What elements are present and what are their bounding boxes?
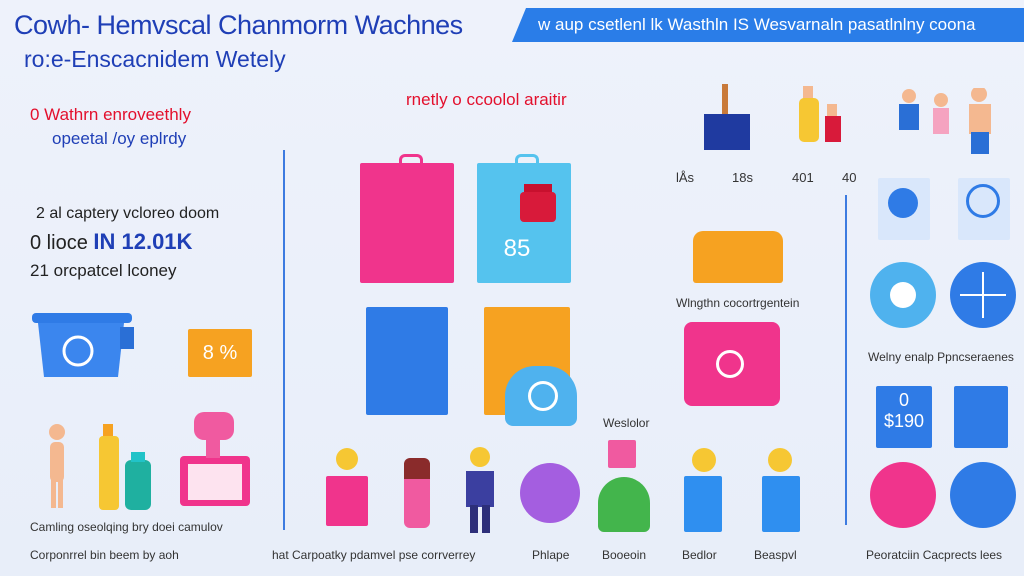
left-blue-line: opeetal /oy eplrdy bbox=[52, 129, 187, 148]
person-icon bbox=[49, 424, 65, 508]
businessman-icon bbox=[466, 447, 494, 533]
disc-center bbox=[890, 282, 916, 308]
blue-stand bbox=[684, 476, 722, 532]
percent-badge: 8 % bbox=[188, 329, 252, 377]
stat-line-2-value: IN 12.01K bbox=[93, 229, 193, 254]
orange-basket bbox=[693, 231, 783, 283]
price-tile: 0 $190 bbox=[876, 386, 932, 448]
washing-basin-icon bbox=[32, 313, 134, 377]
blue-disc-3 bbox=[950, 462, 1016, 528]
washer-drum-icon bbox=[888, 188, 918, 218]
blue-bag bbox=[477, 163, 571, 283]
footer-item-1: hat Carpoatky pdamvel pse corrverrey bbox=[272, 548, 476, 562]
family-icon bbox=[899, 88, 991, 154]
footer-item-2: Phlape bbox=[532, 548, 570, 562]
washing-machine-icon bbox=[180, 412, 250, 506]
footer-item-4: Bedlor bbox=[682, 548, 717, 562]
stat-line-1: 2 al captery vcloreo doom bbox=[36, 205, 220, 222]
stat-line-3: 21 orcpatcel lconey bbox=[30, 261, 177, 280]
pink-bag bbox=[360, 163, 454, 283]
left-caption-1: Camling oseolqing bry doei camulov bbox=[30, 520, 223, 534]
weekly-label: Welny enalp Ppncseraenes bbox=[868, 350, 1014, 364]
blue-stand-2 bbox=[762, 476, 800, 532]
header-banner: w aup csetlenl lk Wasthln IS Wesvarnaln … bbox=[512, 8, 1024, 42]
purple-ball bbox=[520, 463, 580, 523]
washer-label: Weslolor bbox=[603, 416, 650, 430]
price-top: 0 bbox=[898, 390, 909, 410]
bucket-icon bbox=[704, 84, 750, 150]
blue-tile bbox=[954, 386, 1008, 448]
pink-disc bbox=[870, 462, 936, 528]
divider-left bbox=[283, 150, 285, 530]
washer-ring-icon bbox=[966, 184, 1000, 218]
page-subtitle: ro:e-Enscacnidem Wetely bbox=[24, 46, 286, 72]
bottles-icon bbox=[799, 86, 841, 142]
coin-icon-2 bbox=[692, 448, 716, 472]
red-bottle-icon bbox=[520, 184, 556, 222]
bag-number: 85 bbox=[503, 235, 531, 262]
pink-bag-handle bbox=[399, 154, 423, 169]
footer-item-6: Peoratciin Cacprects lees bbox=[866, 548, 1003, 562]
stat-line-2-prefix: 0 lioce bbox=[30, 232, 88, 254]
price-value: $190 bbox=[883, 411, 925, 431]
left-red-line: 0 Wathrn enroveethly bbox=[30, 105, 191, 124]
footer-item-5: Beaspvl bbox=[754, 548, 797, 562]
divider-right bbox=[845, 195, 847, 525]
coin-icon-3 bbox=[768, 448, 792, 472]
page-title: Cowh- Hemvscal Chanmorm Wachnes bbox=[14, 10, 463, 40]
cross-icon-h bbox=[960, 294, 1006, 296]
stat-num-1: lÅs bbox=[676, 170, 695, 185]
stat-num-3: 401 bbox=[792, 170, 814, 185]
blue-bag-handle bbox=[515, 154, 539, 169]
middle-heading: rnetly o ccoolol araitir bbox=[406, 90, 567, 109]
small-pink-square bbox=[608, 440, 636, 468]
pink-washer-door-icon bbox=[716, 350, 744, 378]
coin-icon bbox=[336, 448, 358, 470]
green-dome bbox=[598, 477, 650, 532]
footer-item-3: Booeoin bbox=[602, 548, 647, 562]
pink-stand bbox=[326, 476, 368, 526]
blue-box bbox=[366, 307, 448, 415]
stat-num-4: 40 bbox=[842, 170, 857, 185]
detergent-bottles-icon bbox=[99, 424, 151, 510]
stat-num-2: 18s bbox=[732, 170, 753, 185]
pink-bottle-icon bbox=[404, 458, 430, 528]
wash-label: Wlngthn cocortrgentein bbox=[676, 296, 800, 310]
dome-door-icon bbox=[528, 381, 558, 411]
left-caption-2: Corponrrel bin beem by aoh bbox=[30, 548, 179, 562]
